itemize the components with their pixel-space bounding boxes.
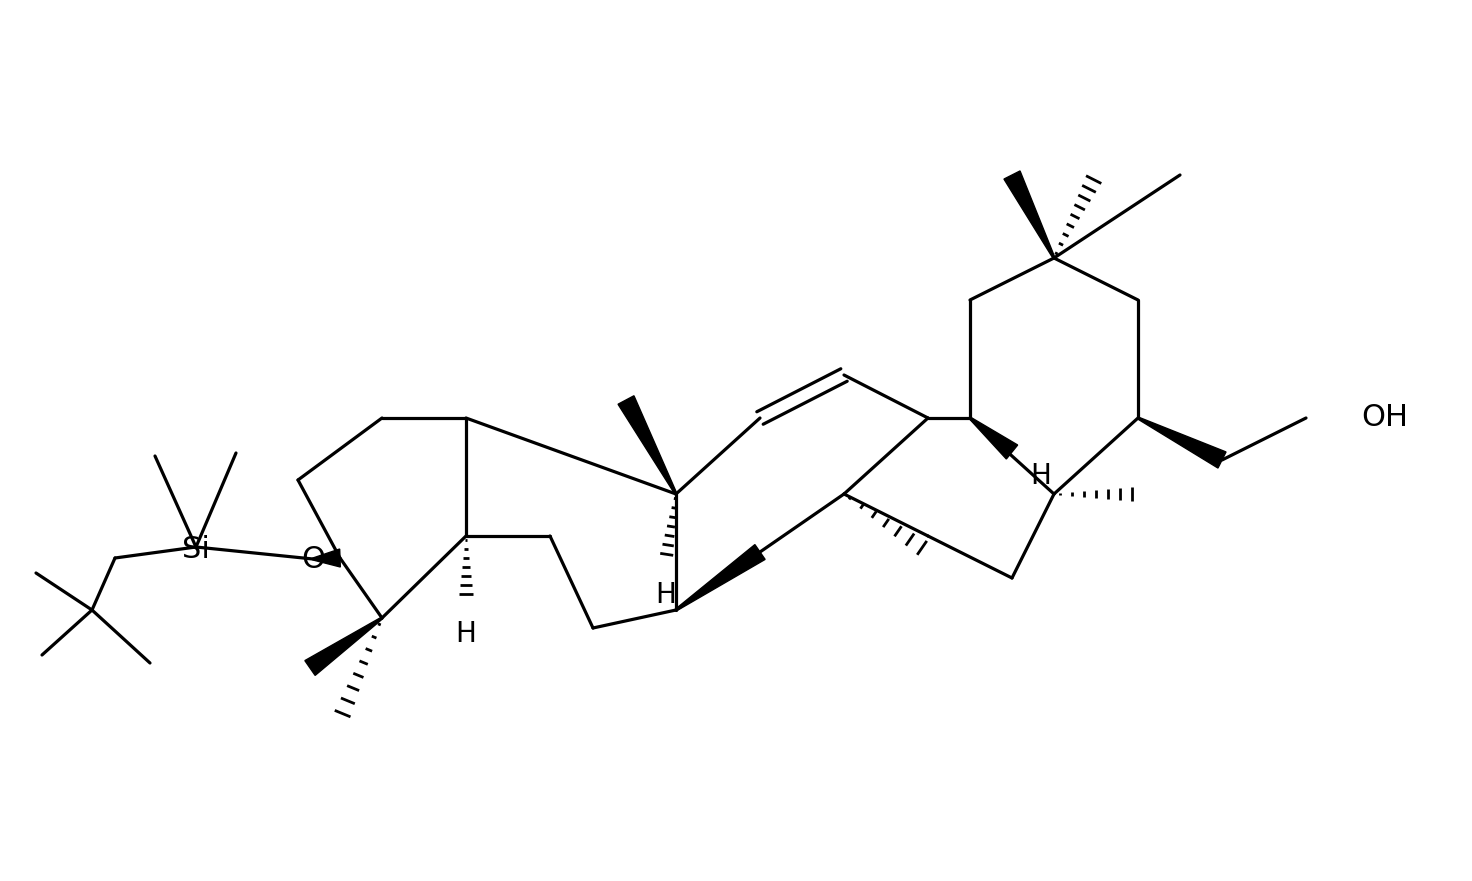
Text: H: H [455,620,477,648]
Polygon shape [676,544,765,611]
Text: O: O [300,545,325,574]
Polygon shape [1138,417,1226,468]
Polygon shape [1004,171,1055,258]
Text: H: H [655,581,677,609]
Text: OH: OH [1362,403,1409,433]
Polygon shape [618,396,677,494]
Polygon shape [970,418,1017,459]
Polygon shape [314,549,340,567]
Text: H: H [1030,462,1051,490]
Polygon shape [305,618,383,676]
Text: Si: Si [183,535,210,564]
